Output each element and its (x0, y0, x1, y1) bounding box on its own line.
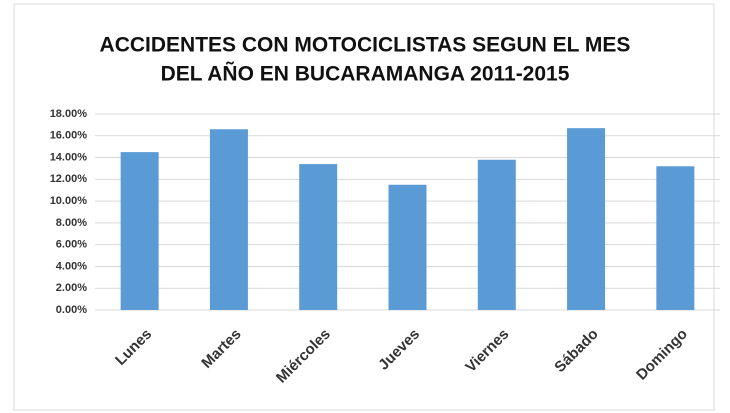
y-tick-label: 6.00% (56, 239, 87, 251)
y-tick-label: 12.00% (50, 173, 88, 185)
x-tick-label: Martes (198, 326, 244, 372)
y-tick-label: 16.00% (50, 130, 88, 142)
bar (567, 128, 606, 310)
y-tick-label: 2.00% (56, 282, 87, 294)
x-tick-label: Viernes (462, 326, 512, 376)
x-tick-label: Sábado (551, 326, 601, 376)
chart-border (13, 3, 715, 411)
x-tick-label: Miércoles (273, 326, 334, 387)
x-tick-label: Jueves (375, 326, 423, 374)
bar (388, 184, 427, 310)
y-tick-label: 0.00% (56, 304, 87, 316)
x-tick-label: Lunes (112, 326, 155, 369)
y-tick-label: 14.00% (50, 151, 88, 163)
x-tick-label: Domingo (633, 326, 691, 384)
y-tick-label: 18.00% (50, 108, 88, 120)
chart-title: ACCIDENTES CON MOTOCICLISTAS SEGUN EL ME… (100, 34, 631, 57)
bar (299, 164, 338, 310)
bar (656, 166, 695, 310)
bar (477, 159, 516, 310)
bar (209, 129, 248, 310)
y-tick-label: 10.00% (50, 195, 88, 207)
y-tick-label: 4.00% (56, 260, 87, 272)
chart-title: DEL AÑO EN BUCARAMANGA 2011-2015 (161, 63, 570, 86)
y-tick-label: 8.00% (56, 217, 87, 229)
bar (120, 152, 159, 310)
